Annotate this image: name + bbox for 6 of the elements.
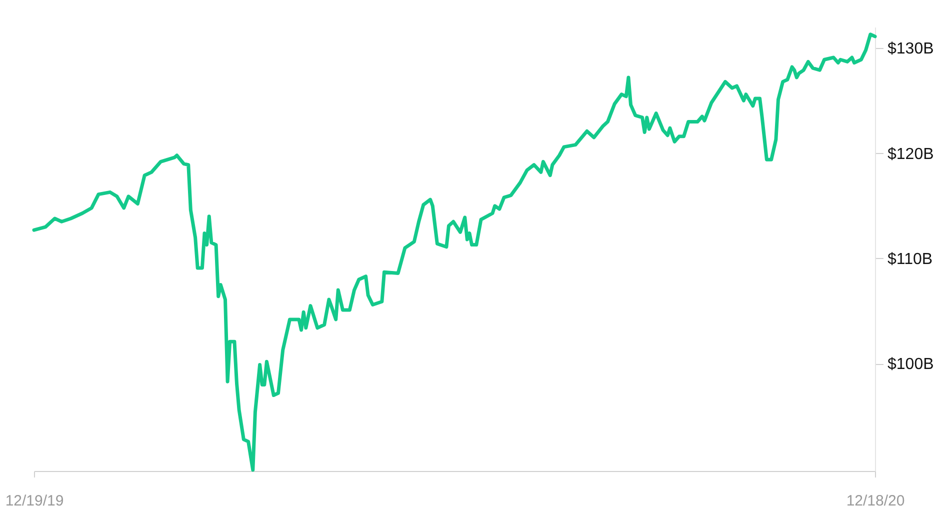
x-tick-label: 12/18/20 [846, 492, 905, 510]
y-tick-label: $110B [888, 250, 933, 268]
y-tick-label: $130B [888, 40, 934, 58]
y-tick-label: $120B [888, 146, 934, 163]
y-tick-label: $100B [888, 356, 934, 374]
x-tick-label: 12/19/19 [5, 492, 64, 510]
